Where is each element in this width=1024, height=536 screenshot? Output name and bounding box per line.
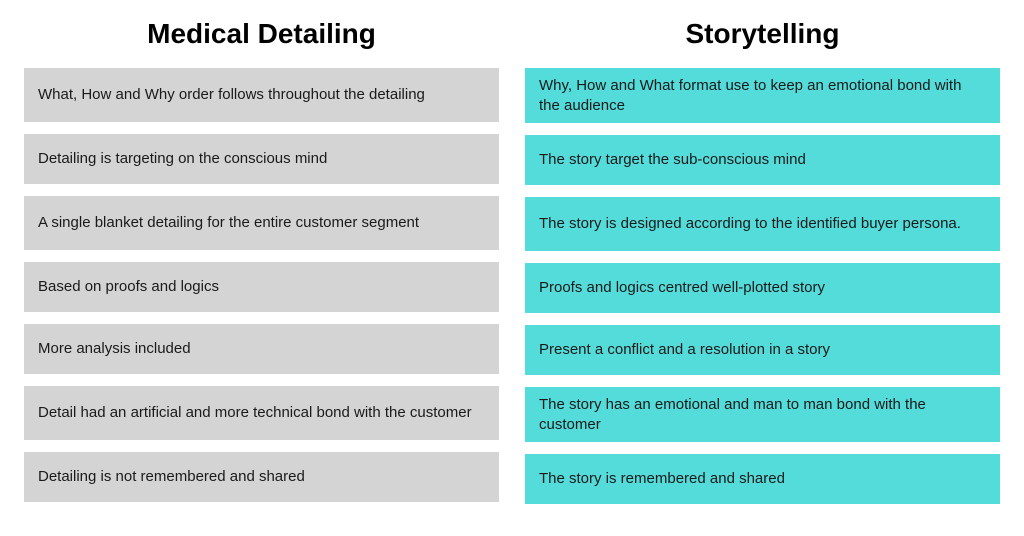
right-column-header: Storytelling (525, 12, 1000, 68)
left-row: Detailing is targeting on the conscious … (24, 134, 499, 184)
left-row: Detail had an artificial and more techni… (24, 386, 499, 440)
left-row: Detailing is not remembered and shared (24, 452, 499, 502)
left-column-header: Medical Detailing (24, 12, 499, 68)
left-column: Medical Detailing What, How and Why orde… (24, 12, 499, 516)
left-row: More analysis included (24, 324, 499, 374)
right-row: Proofs and logics centred well-plotted s… (525, 263, 1000, 313)
right-row: The story has an emotional and man to ma… (525, 387, 1000, 442)
right-row: The story target the sub-conscious mind (525, 135, 1000, 185)
right-row: Why, How and What format use to keep an … (525, 68, 1000, 123)
right-row: The story is designed according to the i… (525, 197, 1000, 251)
right-row: Present a conflict and a resolution in a… (525, 325, 1000, 375)
comparison-container: Medical Detailing What, How and Why orde… (0, 0, 1024, 516)
left-row: Based on proofs and logics (24, 262, 499, 312)
right-column: Storytelling Why, How and What format us… (525, 12, 1000, 516)
left-row: What, How and Why order follows througho… (24, 68, 499, 122)
right-row: The story is remembered and shared (525, 454, 1000, 504)
left-row: A single blanket detailing for the entir… (24, 196, 499, 250)
